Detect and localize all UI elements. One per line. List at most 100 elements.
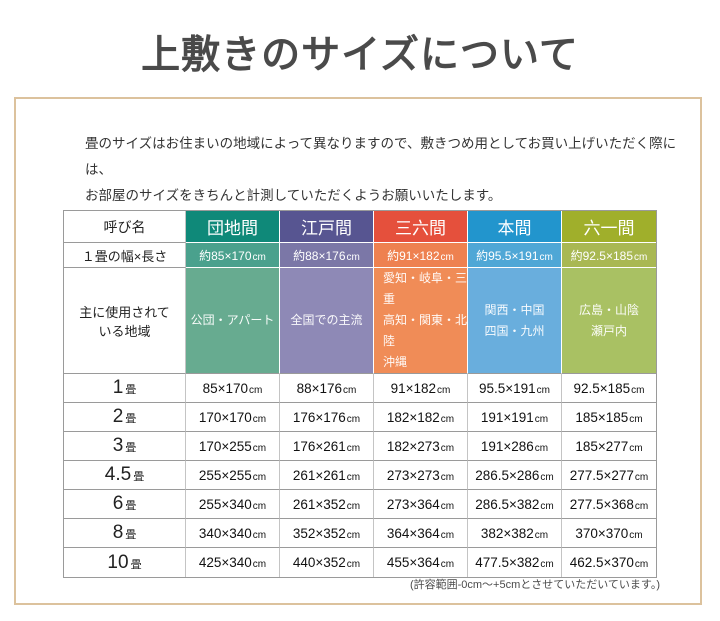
size-value: 170×255 xyxy=(198,438,252,454)
tatami-count: 8 xyxy=(112,522,124,543)
description-line-1: 畳のサイズはお住まいの地域によって異なりますので、敷きつめ用としてお買い上げいた… xyxy=(85,136,677,177)
size-value: 477.5×382 xyxy=(475,555,540,570)
size-value-unit: cm xyxy=(252,529,267,541)
size-value: 352×352 xyxy=(292,525,346,541)
table-row: 主に使用されて いる地域 公団・アパート 全国での主流 愛知・岐阜・三重 高知・関東・北陸… xyxy=(64,268,656,374)
size-value-unit: cm xyxy=(540,471,554,483)
tatami-count: 4.5 xyxy=(104,464,132,485)
size-value-cell: 182×273cm xyxy=(374,432,468,461)
size-value: 185×277 xyxy=(575,438,629,454)
size-value-cell: 95.5×191cm xyxy=(468,374,562,403)
size-value: 255×340 xyxy=(198,496,252,512)
size-value: 261×261 xyxy=(292,467,346,483)
size-value-unit: cm xyxy=(346,500,361,512)
size-spec-value: 約92.5×185 xyxy=(570,248,634,263)
size-value-cell: 382×382cm xyxy=(468,519,562,548)
size-value: 191×191 xyxy=(480,409,534,425)
region-line: 広島・山陰 xyxy=(578,302,639,317)
size-value: 425×340 xyxy=(198,555,252,570)
size-row-header: １畳の幅×長さ xyxy=(64,243,186,268)
tatami-count: 6 xyxy=(112,493,124,514)
size-value-unit: cm xyxy=(437,384,451,396)
size-value-unit: cm xyxy=(440,471,455,483)
description-text: 畳のサイズはお住まいの地域によって異なりますので、敷きつめ用としてお買い上げいた… xyxy=(85,131,700,209)
tatami-unit: 畳 xyxy=(133,471,145,483)
size-value-cell: 440×352cm xyxy=(280,548,374,577)
size-value-unit: cm xyxy=(252,413,267,425)
page-title: 上敷きのサイズについて xyxy=(141,34,579,77)
region-cell-3: 関西・中国 四国・九州 xyxy=(468,268,562,374)
size-value-cell: 261×261cm xyxy=(280,461,374,490)
size-value: 340×340 xyxy=(198,525,252,541)
size-value-cell: 185×185cm xyxy=(562,403,656,432)
size-spec-value: 約91×182 xyxy=(387,248,440,263)
content-panel: 畳のサイズはお住まいの地域によって異なりますので、敷きつめ用としてお買い上げいた… xyxy=(14,97,702,605)
size-value: 176×176 xyxy=(292,409,346,425)
table-row: 3 畳 170×255cm 176×261cm 182×273cm 191×286cm 18… xyxy=(64,432,656,461)
size-value: 286.5×382 xyxy=(475,496,540,512)
size-value: 273×364 xyxy=(386,496,440,512)
size-spec-value: 約95.5×191 xyxy=(476,248,539,263)
size-value: 176×261 xyxy=(292,438,346,454)
size-value: 462.5×370 xyxy=(569,555,634,570)
size-value-cell: 462.5×370cm xyxy=(562,548,656,577)
size-value-unit: cm xyxy=(629,413,643,425)
size-value: 261×352 xyxy=(292,496,346,512)
size-value-cell: 88×176cm xyxy=(280,374,374,403)
size-value-cell: 273×364cm xyxy=(374,490,468,519)
size-value-unit: cm xyxy=(629,442,643,454)
table-row: 8 畳 340×340cm 352×352cm 364×364cm 382×382cm 37… xyxy=(64,519,656,548)
region-line: 全国での主流 xyxy=(290,313,363,327)
region-header-line-2: いる地域 xyxy=(98,323,151,339)
size-value-cell: 85×170cm xyxy=(186,374,280,403)
description-line-2: お部屋のサイズをきちんと計測していただくようお願いいたします。 xyxy=(85,188,502,203)
tatami-count: 2 xyxy=(112,406,124,427)
region-cell-4: 広島・山陰 瀬戸内 xyxy=(562,268,656,374)
region-cell-2: 愛知・岐阜・三重 高知・関東・北陸 沖縄 xyxy=(374,268,468,374)
size-spec-unit: cm xyxy=(346,251,360,263)
size-value-unit: cm xyxy=(634,559,649,570)
size-value: 95.5×191 xyxy=(478,380,536,396)
size-value-cell: 455×364cm xyxy=(374,548,468,577)
size-value-cell: 286.5×286cm xyxy=(468,461,562,490)
size-value-cell: 261×352cm xyxy=(280,490,374,519)
size-value-cell: 191×191cm xyxy=(468,403,562,432)
size-value-cell: 364×364cm xyxy=(374,519,468,548)
size-value-unit: cm xyxy=(343,384,357,396)
size-value-unit: cm xyxy=(534,529,549,541)
size-value-unit: cm xyxy=(629,529,643,541)
region-line: 瀬戸内 xyxy=(590,323,627,338)
size-value-unit: cm xyxy=(631,384,645,396)
size-value: 191×286 xyxy=(480,438,534,454)
size-value-cell: 92.5×185cm xyxy=(562,374,656,403)
table-row: 2 畳 170×170cm 176×176cm 182×182cm 191×191cm 18… xyxy=(64,403,656,432)
size-value-cell: 170×170cm xyxy=(186,403,280,432)
size-value-cell: 185×277cm xyxy=(562,432,656,461)
size-value-cell: 277.5×368cm xyxy=(562,490,656,519)
size-spec-unit: cm xyxy=(539,251,553,263)
size-value-cell: 255×255cm xyxy=(186,461,280,490)
size-value: 88×176 xyxy=(296,380,343,396)
size-value: 382×382 xyxy=(480,525,534,541)
table-row: 6 畳 255×340cm 261×352cm 273×364cm 286.5×382cm… xyxy=(64,490,656,519)
corner-header-cell: 呼び名 xyxy=(64,211,186,243)
tatami-unit: 畳 xyxy=(125,529,137,541)
table-row: 4.5 畳 255×255cm 261×261cm 273×273cm 286.5×286… xyxy=(64,461,656,490)
column-header-0: 団地間 xyxy=(186,211,280,243)
size-value-unit: cm xyxy=(534,413,549,425)
size-value: 277.5×277 xyxy=(569,467,634,483)
region-line: 四国・九州 xyxy=(484,323,545,338)
size-value: 277.5×368 xyxy=(569,496,634,512)
size-spec-cell-1: 約88×176cm xyxy=(280,243,374,268)
size-value: 364×364 xyxy=(386,525,440,541)
size-value-cell: 286.5×382cm xyxy=(468,490,562,519)
size-value: 182×273 xyxy=(386,438,440,454)
size-value: 182×182 xyxy=(386,409,440,425)
size-value: 286.5×286 xyxy=(475,467,540,483)
size-value-unit: cm xyxy=(249,384,263,396)
size-value-unit: cm xyxy=(634,500,649,512)
size-value-unit: cm xyxy=(346,559,361,570)
